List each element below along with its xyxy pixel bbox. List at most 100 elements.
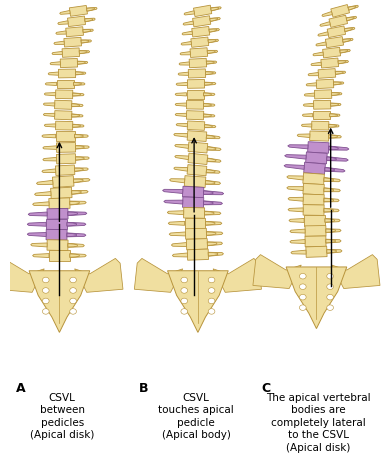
- Polygon shape: [325, 219, 334, 222]
- Polygon shape: [182, 186, 204, 198]
- Polygon shape: [187, 100, 204, 109]
- Polygon shape: [306, 83, 317, 86]
- Polygon shape: [42, 134, 56, 138]
- Ellipse shape: [70, 277, 76, 283]
- Text: C: C: [261, 382, 270, 395]
- Polygon shape: [332, 255, 380, 288]
- Polygon shape: [74, 82, 81, 85]
- Polygon shape: [206, 169, 220, 173]
- Polygon shape: [335, 71, 343, 74]
- Polygon shape: [183, 197, 204, 208]
- Ellipse shape: [208, 277, 215, 283]
- Polygon shape: [29, 271, 90, 332]
- Polygon shape: [85, 19, 93, 22]
- Polygon shape: [55, 165, 75, 175]
- Polygon shape: [329, 15, 348, 27]
- Polygon shape: [175, 156, 189, 160]
- Polygon shape: [175, 93, 187, 96]
- Ellipse shape: [299, 305, 306, 310]
- Polygon shape: [291, 250, 306, 254]
- Polygon shape: [207, 232, 216, 235]
- Polygon shape: [68, 244, 77, 247]
- Polygon shape: [67, 233, 86, 237]
- Polygon shape: [54, 41, 64, 44]
- Polygon shape: [76, 145, 89, 149]
- Polygon shape: [184, 11, 194, 15]
- Polygon shape: [76, 157, 84, 160]
- Polygon shape: [74, 134, 88, 138]
- Polygon shape: [73, 125, 80, 127]
- Polygon shape: [302, 113, 313, 117]
- Polygon shape: [304, 215, 325, 225]
- Polygon shape: [326, 239, 335, 243]
- Polygon shape: [327, 157, 336, 160]
- Polygon shape: [167, 211, 184, 215]
- Polygon shape: [43, 146, 56, 150]
- Polygon shape: [46, 219, 67, 230]
- Polygon shape: [304, 162, 325, 175]
- Polygon shape: [203, 104, 211, 106]
- Polygon shape: [0, 258, 44, 292]
- Polygon shape: [288, 208, 303, 212]
- Polygon shape: [303, 173, 324, 185]
- Ellipse shape: [327, 305, 334, 310]
- Polygon shape: [308, 72, 318, 75]
- Polygon shape: [210, 18, 220, 22]
- Polygon shape: [284, 165, 304, 169]
- Ellipse shape: [42, 277, 49, 283]
- Polygon shape: [34, 192, 51, 195]
- Polygon shape: [67, 223, 76, 226]
- Polygon shape: [70, 201, 86, 205]
- Polygon shape: [174, 133, 188, 137]
- Polygon shape: [47, 240, 68, 250]
- Polygon shape: [56, 90, 73, 99]
- Ellipse shape: [327, 294, 334, 300]
- Polygon shape: [313, 52, 323, 56]
- Polygon shape: [174, 167, 188, 171]
- Polygon shape: [56, 143, 76, 152]
- Polygon shape: [205, 72, 213, 75]
- Polygon shape: [74, 82, 85, 86]
- Ellipse shape: [208, 288, 215, 293]
- Polygon shape: [76, 156, 89, 160]
- Polygon shape: [209, 29, 220, 32]
- Polygon shape: [335, 71, 346, 75]
- Polygon shape: [72, 114, 83, 117]
- Polygon shape: [318, 32, 328, 36]
- Polygon shape: [325, 167, 345, 172]
- Ellipse shape: [208, 298, 215, 304]
- Polygon shape: [211, 7, 221, 11]
- Polygon shape: [311, 62, 321, 66]
- Polygon shape: [314, 100, 331, 109]
- Polygon shape: [206, 135, 220, 139]
- Polygon shape: [334, 82, 344, 85]
- Polygon shape: [72, 103, 83, 106]
- Polygon shape: [184, 175, 206, 188]
- Polygon shape: [206, 135, 215, 138]
- Polygon shape: [206, 169, 215, 173]
- Polygon shape: [49, 250, 70, 261]
- Polygon shape: [327, 156, 348, 161]
- Polygon shape: [33, 254, 49, 257]
- Polygon shape: [58, 69, 76, 78]
- Polygon shape: [328, 146, 349, 150]
- Polygon shape: [54, 100, 72, 109]
- Polygon shape: [324, 198, 334, 202]
- Polygon shape: [192, 26, 210, 37]
- Polygon shape: [45, 82, 56, 86]
- Polygon shape: [179, 62, 189, 65]
- Polygon shape: [83, 29, 93, 32]
- Polygon shape: [72, 191, 81, 194]
- Polygon shape: [330, 103, 338, 106]
- Polygon shape: [346, 16, 357, 21]
- Polygon shape: [66, 27, 83, 37]
- Polygon shape: [207, 242, 223, 246]
- Ellipse shape: [181, 309, 188, 314]
- Polygon shape: [87, 7, 97, 11]
- Polygon shape: [205, 181, 215, 184]
- Polygon shape: [316, 79, 334, 88]
- Polygon shape: [213, 258, 261, 292]
- Polygon shape: [326, 229, 335, 232]
- Polygon shape: [203, 191, 213, 194]
- Polygon shape: [327, 250, 342, 253]
